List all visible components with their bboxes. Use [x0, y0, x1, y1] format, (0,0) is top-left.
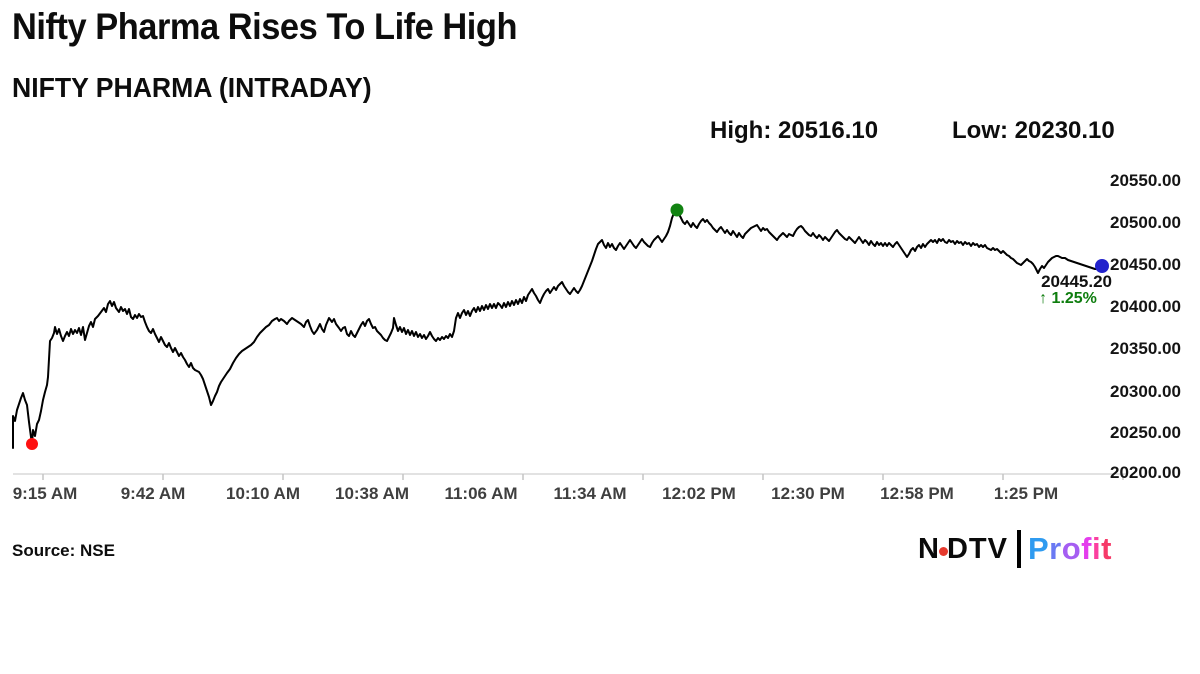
y-tick-label: 20500.00	[1110, 213, 1181, 232]
x-tick-label: 1:25 PM	[993, 484, 1059, 503]
x-tick-label: 9:42 AM	[120, 484, 186, 503]
x-tick-label: 9:15 AM	[12, 484, 78, 503]
y-tick-label: 20250.00	[1110, 423, 1181, 442]
profit-logo-letter: f	[1081, 531, 1092, 566]
profit-logo-text: Profit	[1028, 531, 1112, 567]
x-tick-label: 12:30 PM	[771, 484, 845, 503]
y-tick-label: 20450.00	[1110, 255, 1181, 274]
price-line	[12, 209, 1103, 449]
profit-logo-letter: t	[1101, 531, 1112, 566]
ndtv-red-dot-icon	[938, 547, 948, 556]
low-value-label: Low: 20230.10	[952, 117, 1115, 144]
ndtv-profit-logo: N DTV Profit	[918, 530, 1112, 568]
source-label: Source: NSE	[12, 541, 115, 560]
x-tick-label: 12:58 PM	[880, 484, 954, 503]
last-marker	[1095, 259, 1109, 273]
profit-logo-letter: o	[1061, 531, 1082, 566]
y-tick-label: 20400.00	[1110, 297, 1181, 316]
profit-logo-letter: i	[1091, 531, 1102, 566]
x-tick-label: 11:06 AM	[444, 484, 518, 503]
x-tick-label: 10:10 AM	[225, 484, 300, 503]
y-tick-label: 20300.00	[1110, 382, 1181, 401]
last-price-label: 20445.20	[1041, 272, 1112, 291]
y-tick-label: 20350.00	[1110, 339, 1181, 358]
low-marker	[26, 438, 38, 450]
high-marker	[670, 203, 684, 217]
profit-logo-letter: r	[1049, 531, 1062, 566]
y-tick-label: 20200.00	[1110, 463, 1181, 482]
high-value-label: High: 20516.10	[710, 117, 879, 144]
y-tick-label: 20550.00	[1110, 171, 1181, 190]
x-tick-label: 11:34 AM	[553, 484, 627, 503]
x-tick-label: 12:02 PM	[662, 484, 736, 503]
change-percent-label: ↑ 1.25%	[1039, 290, 1097, 307]
ndtv-letter-n: N	[918, 532, 940, 565]
logo-separator-bar	[1016, 530, 1021, 568]
ndtv-logo-text: N DTV	[918, 533, 1008, 566]
profit-logo-letter: P	[1027, 531, 1050, 566]
x-tick-label: 10:38 AM	[334, 484, 409, 503]
page-title: Nifty Pharma Rises To Life High	[12, 6, 518, 47]
chart-subtitle: NIFTY PHARMA (INTRADAY)	[12, 72, 372, 103]
ndtv-letters-dtv: DTV	[946, 532, 1008, 565]
